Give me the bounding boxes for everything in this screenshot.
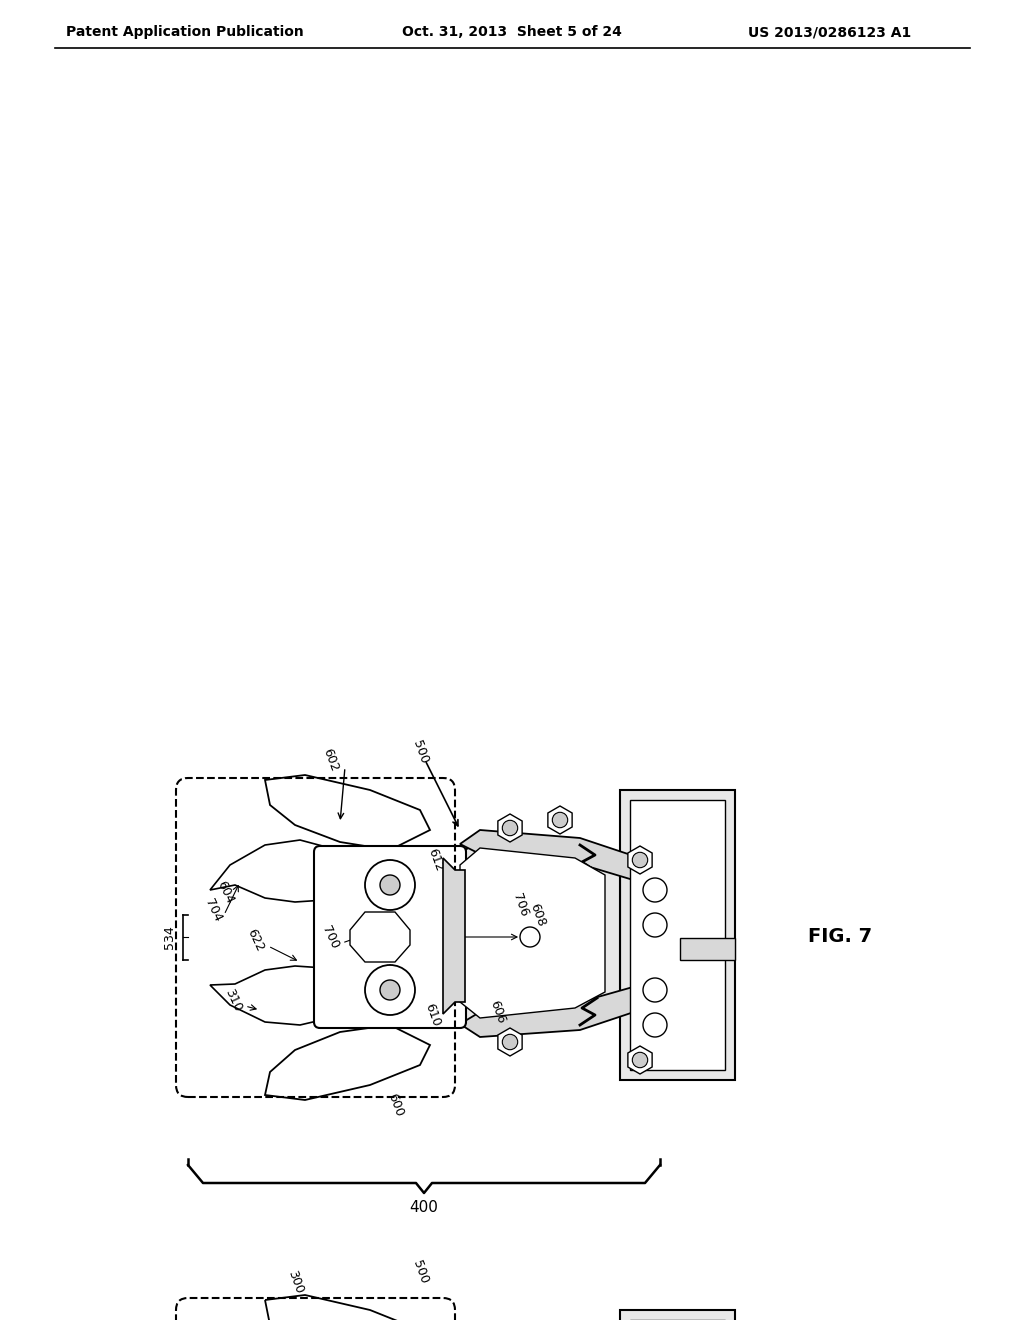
Text: 700: 700 [319,924,341,950]
Text: 600: 600 [385,1092,406,1118]
Text: 702: 702 [374,932,396,958]
Text: 534: 534 [164,925,176,949]
Circle shape [503,1035,518,1049]
Text: 704: 704 [202,896,224,924]
Text: Oct. 31, 2013  Sheet 5 of 24: Oct. 31, 2013 Sheet 5 of 24 [402,25,622,40]
Polygon shape [443,858,465,1014]
Text: 500: 500 [410,1258,430,1286]
Circle shape [643,913,667,937]
Text: Patent Application Publication: Patent Application Publication [67,25,304,40]
Circle shape [632,1052,648,1068]
Text: 608: 608 [526,902,547,928]
Text: 500: 500 [410,738,430,766]
Text: FIG. 7: FIG. 7 [808,928,872,946]
Text: 622: 622 [244,927,266,953]
Bar [620,1309,735,1320]
Text: US 2013/0286123 A1: US 2013/0286123 A1 [749,25,911,40]
Circle shape [503,820,518,836]
Polygon shape [498,1028,522,1056]
Text: 604: 604 [214,879,236,906]
Polygon shape [210,840,355,902]
Polygon shape [350,912,410,962]
Polygon shape [498,814,522,842]
Text: 706: 706 [510,891,530,919]
Bar [630,800,725,1071]
Polygon shape [548,807,572,834]
Text: 612: 612 [425,846,445,874]
Circle shape [380,875,400,895]
Bar [620,789,735,1080]
Text: 400: 400 [410,1200,438,1214]
Text: 602: 602 [319,747,340,774]
Circle shape [520,927,540,946]
Polygon shape [210,966,355,1026]
FancyBboxPatch shape [314,846,466,1028]
Polygon shape [460,830,650,882]
Text: 310: 310 [222,986,244,1014]
Polygon shape [628,846,652,874]
Circle shape [380,979,400,1001]
Text: 300: 300 [285,1269,305,1295]
Circle shape [552,812,567,828]
Polygon shape [450,840,620,1030]
Polygon shape [460,985,650,1038]
Polygon shape [460,847,605,1018]
Polygon shape [628,1045,652,1074]
Text: 610: 610 [422,1002,442,1028]
Circle shape [365,965,415,1015]
Circle shape [643,1012,667,1038]
Circle shape [365,861,415,909]
Circle shape [632,853,648,867]
Bar [680,939,735,960]
Circle shape [643,978,667,1002]
Text: 606: 606 [486,999,507,1026]
Circle shape [643,878,667,902]
